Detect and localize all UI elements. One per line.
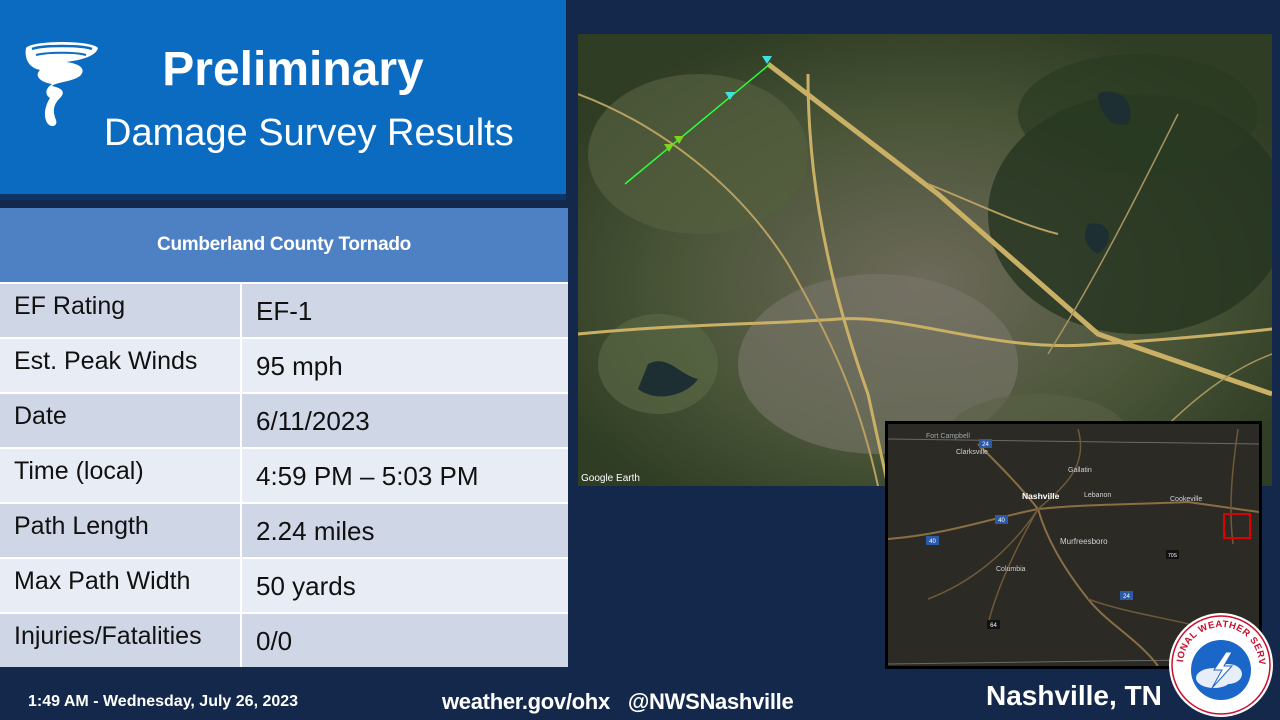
row-label: Est. Peak Winds: [0, 339, 242, 392]
table-row: Path Length 2.24 miles: [0, 502, 568, 557]
table-row: Date 6/11/2023: [0, 392, 568, 447]
row-label: Injuries/Fatalities: [0, 614, 242, 667]
shield-icon: 24: [979, 439, 992, 448]
place-gallatin: Gallatin: [1068, 467, 1092, 474]
table-row: EF Rating EF-1: [0, 282, 568, 337]
shield-label: 40: [929, 539, 936, 545]
shield-icon: 24: [1120, 591, 1133, 600]
row-value: EF-1: [242, 284, 568, 337]
satellite-map[interactable]: Google Earth: [578, 34, 1272, 486]
row-value: 95 mph: [242, 339, 568, 392]
timestamp: 1:49 AM - Wednesday, July 26, 2023: [28, 693, 299, 710]
shield-label: 70S: [1168, 553, 1178, 559]
row-value: 0/0: [242, 614, 568, 667]
shield-label: 24: [982, 442, 989, 448]
table-row: Est. Peak Winds 95 mph: [0, 337, 568, 392]
table-row: Max Path Width 50 yards: [0, 557, 568, 612]
place-columbia: Columbia: [996, 566, 1026, 573]
google-earth-watermark: Google Earth: [581, 473, 640, 484]
row-value: 50 yards: [242, 559, 568, 612]
title-preliminary: Preliminary: [162, 43, 424, 96]
shield-icon: 40: [926, 536, 939, 545]
social-handle[interactable]: @NWSNashville: [627, 689, 794, 714]
row-label: Path Length: [0, 504, 242, 557]
contact-info: weather.gov/ohx @NWSNashville: [442, 689, 794, 715]
row-label: EF Rating: [0, 284, 242, 337]
place-clarksville: Clarksville: [956, 449, 988, 456]
title-banner: Preliminary Damage Survey Results: [0, 0, 566, 200]
place-lebanon: Lebanon: [1084, 492, 1111, 499]
place-murfreesboro: Murfreesboro: [1060, 537, 1108, 546]
satellite-imagery: Google Earth: [578, 34, 1272, 486]
shield-icon: 70S: [1166, 550, 1179, 559]
tornado-icon: [25, 42, 98, 127]
row-value: 6/11/2023: [242, 394, 568, 447]
row-value: 4:59 PM – 5:03 PM: [242, 449, 568, 502]
place-cookeville: Cookeville: [1170, 496, 1202, 503]
table-title: Cumberland County Tornado: [0, 208, 568, 282]
office-name: Nashville, TN: [986, 680, 1162, 711]
row-label: Time (local): [0, 449, 242, 502]
shield-icon: 64: [987, 620, 1000, 629]
table-row: Time (local) 4:59 PM – 5:03 PM: [0, 447, 568, 502]
shield-label: 24: [1123, 594, 1130, 600]
row-label: Max Path Width: [0, 559, 242, 612]
title-damage-survey: Damage Survey Results: [104, 112, 514, 154]
table-row: Injuries/Fatalities 0/0: [0, 612, 568, 667]
nws-logo-icon: NATIONAL WEATHER SERVICE: [1168, 612, 1273, 717]
row-value: 2.24 miles: [242, 504, 568, 557]
shield-label: 64: [990, 623, 997, 629]
place-fort-campbell: Fort Campbell: [926, 433, 970, 440]
row-label: Date: [0, 394, 242, 447]
survey-table: Cumberland County Tornado EF Rating EF-1…: [0, 208, 568, 667]
shield-icon: 40: [995, 515, 1008, 524]
website-link[interactable]: weather.gov/ohx: [442, 689, 610, 714]
shield-label: 40: [998, 518, 1005, 524]
place-nashville: Nashville: [1022, 491, 1060, 501]
